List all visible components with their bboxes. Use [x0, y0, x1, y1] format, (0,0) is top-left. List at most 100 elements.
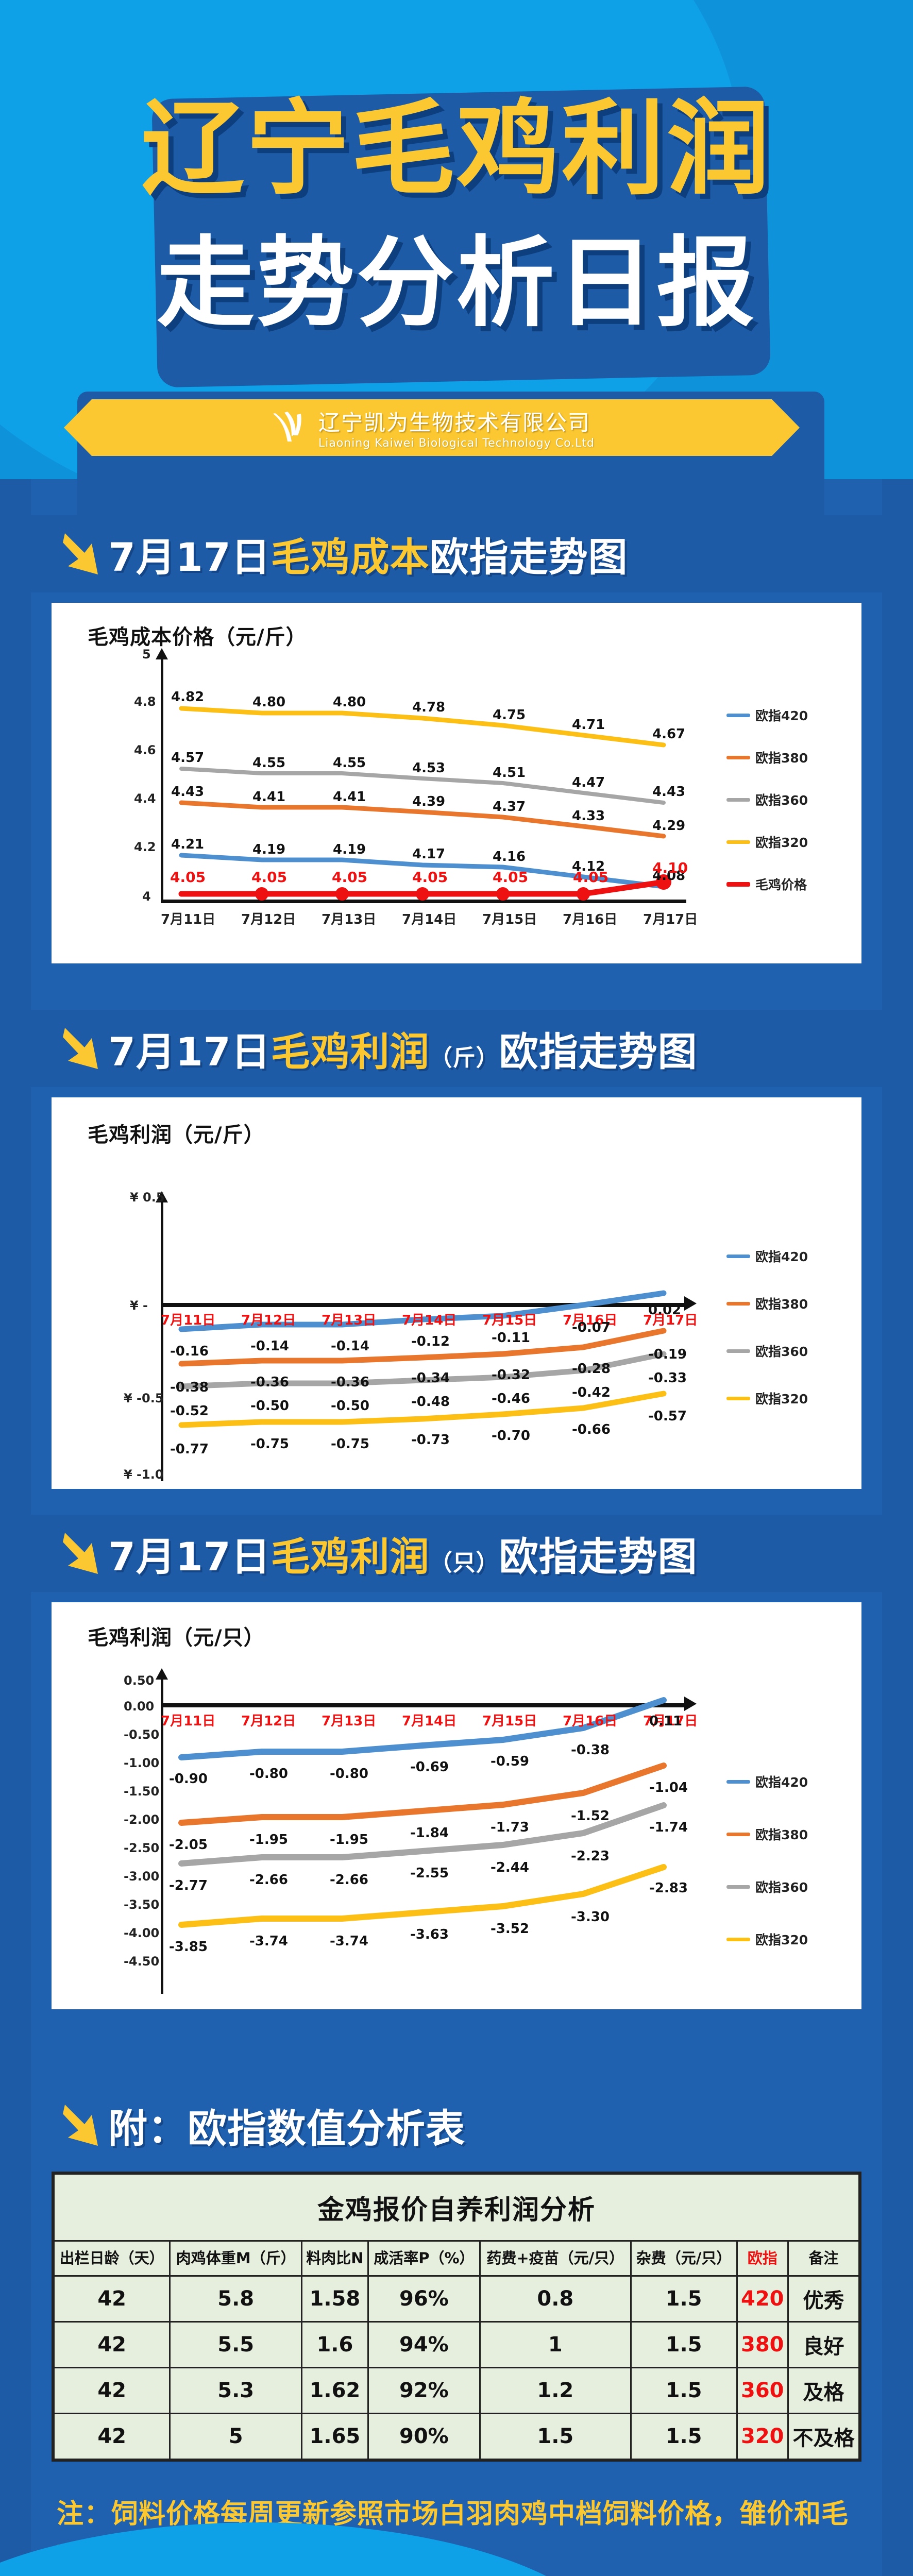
table-cell: 94%	[367, 2321, 481, 2369]
chart3-ytick-2: -0.50	[124, 1727, 160, 1742]
chart3-xtick-5: 7月16日	[563, 1714, 618, 1729]
table-cell: 1.5	[630, 2275, 738, 2323]
legend-item-ou320: 欧指320	[726, 1930, 808, 1948]
arrow-down-right-icon	[62, 2102, 102, 2149]
analysis-table: 金鸡报价自养利润分析 出栏日龄（天） 肉鸡体重M（斤） 料肉比N 成活率P（%）…	[53, 2173, 860, 2461]
table-cell-ouzhi: 420	[736, 2275, 789, 2323]
table-cell-remark: 优秀	[787, 2275, 860, 2323]
table-cell: 42	[53, 2413, 171, 2461]
table-cell-ouzhi: 380	[736, 2321, 789, 2369]
legend-label-ou380: 欧指380	[755, 1297, 808, 1312]
chart1-plot	[178, 706, 671, 901]
arrow-down-right-icon	[62, 1025, 102, 1072]
chart2-ytick-0: ¥ 0.5	[130, 1190, 165, 1205]
chart2-xtick-1: 7月12日	[241, 1313, 296, 1328]
chart2-xtick-5: 7月16日	[563, 1313, 618, 1328]
chart1-ytick-1: 4.8	[134, 694, 156, 709]
section-header-profit-jin: 7月17日毛鸡利润（斤）欧指走势图	[31, 1010, 882, 1087]
arrow-down-right-icon	[62, 530, 102, 578]
table-cell: 42	[53, 2321, 171, 2369]
chart1-x-axis	[161, 900, 686, 903]
table-cell: 1.5	[630, 2321, 738, 2369]
chart3-ytick-5: -2.00	[124, 1812, 160, 1827]
chart2-ytick-3: ¥ -1.0	[124, 1467, 164, 1482]
chart-title-profit-jin: 毛鸡利润（元/斤）	[88, 1123, 265, 1147]
legend-label-ou320: 欧指320	[755, 1933, 808, 1947]
page-title-line1: 辽宁毛鸡利润	[141, 89, 772, 209]
chart-title-cost: 毛鸡成本价格（元/斤）	[88, 625, 307, 649]
table-header-cell: 料肉比N	[301, 2240, 369, 2277]
legend-swatch-ou380	[726, 755, 750, 759]
table-cell: 42	[53, 2367, 171, 2415]
legend-swatch-ou360	[726, 1349, 750, 1353]
legend-item-ou320: 欧指320	[726, 1389, 808, 1408]
chart3-ytick-6: -2.50	[124, 1841, 160, 1855]
company-name-en: Liaoning Kaiwei Biological Technology Co…	[318, 437, 595, 450]
legend-swatch-ou380	[726, 1301, 750, 1306]
section-title-profit-zhi: 7月17日毛鸡利润（只）欧指走势图	[108, 1534, 698, 1580]
legend-item-price: 毛鸡价格	[726, 875, 808, 893]
legend-item-ou360: 欧指360	[726, 1342, 808, 1360]
table-header-cell: 药费+疫苗（元/只）	[479, 2240, 632, 2277]
table-header-row: 出栏日龄（天） 肉鸡体重M（斤） 料肉比N 成活率P（%） 药费+疫苗（元/只）…	[53, 2240, 860, 2277]
chart1-xtick-6: 7月17日	[643, 912, 698, 927]
legend-swatch-ou320	[726, 840, 750, 844]
table-cell: 1	[479, 2321, 632, 2369]
table-cell: 96%	[367, 2275, 481, 2323]
legend-item-ou380: 欧指380	[726, 748, 808, 767]
section-title-cost: 7月17日毛鸡成本欧指走势图	[108, 534, 628, 580]
legend-item-ou360: 欧指360	[726, 1877, 808, 1896]
chart3-ytick-4: -1.50	[124, 1784, 160, 1799]
table-cell: 90%	[367, 2413, 481, 2461]
legend-label-ou380: 欧指380	[755, 751, 808, 766]
section-header-cost: 7月17日毛鸡成本欧指走势图	[31, 515, 882, 592]
chart3-legend: 欧指420 欧指380 欧指360 欧指320	[726, 1772, 808, 1948]
legend-label-ou420: 欧指420	[755, 1775, 808, 1790]
table-row: 42 5.3 1.62 92% 1.2 1.5 360 及格	[53, 2367, 860, 2415]
chart-card-profit-jin: 毛鸡利润（元/斤） ¥ 0.5 ¥ - ¥ -0.5 ¥ -1.0 7月11日 …	[52, 1097, 861, 1489]
chart1-ytick-4: 4.2	[134, 840, 156, 854]
page-title-line2: 走势分析日报	[156, 226, 756, 340]
table-row: 42 5.8 1.58 96% 0.8 1.5 420 优秀	[53, 2275, 860, 2323]
chart1-ytick-5: 4	[142, 889, 151, 904]
legend-label-price: 毛鸡价格	[755, 877, 807, 892]
banner-notch-left	[64, 399, 92, 456]
hero-banner: 辽宁毛鸡利润 走势分析日报 辽宁凯为生物技术有限公司 Liaoning Kaiw…	[0, 0, 913, 541]
legend-item-ou380: 欧指380	[726, 1294, 808, 1313]
section-header-table: 附：欧指数值分析表	[31, 2087, 882, 2164]
chart3-y-arrow	[156, 1668, 168, 1680]
chart3-xtick-4: 7月15日	[482, 1714, 537, 1729]
legend-label-ou420: 欧指420	[755, 1249, 808, 1264]
table-row: 42 5.5 1.6 94% 1 1.5 380 良好	[53, 2321, 860, 2369]
table-cell: 1.65	[301, 2413, 369, 2461]
chart2-y-axis	[161, 1198, 163, 1481]
legend-swatch-ou380	[726, 1832, 750, 1836]
table-cell: 5.8	[169, 2275, 303, 2323]
table-cell: 1.2	[479, 2367, 632, 2415]
company-logo-icon	[269, 409, 307, 447]
legend-label-ou380: 欧指380	[755, 1827, 808, 1842]
chart3-ytick-3: -1.00	[124, 1756, 160, 1770]
chart3-ytick-7: -3.00	[124, 1869, 160, 1884]
chart1-xtick-3: 7月14日	[402, 912, 457, 927]
chart1-ytick-3: 4.4	[134, 791, 156, 806]
analysis-table-wrap: 金鸡报价自养利润分析 出栏日龄（天） 肉鸡体重M（斤） 料肉比N 成活率P（%）…	[52, 2172, 861, 2462]
table-cell: 1.5	[630, 2367, 738, 2415]
legend-swatch-ou420	[726, 1780, 750, 1784]
table-cell-remark: 不及格	[787, 2413, 860, 2461]
legend-label-ou320: 欧指320	[755, 1392, 808, 1406]
chart3-ytick-1: 0.00	[124, 1699, 155, 1714]
legend-swatch-ou420	[726, 713, 750, 717]
table-header-cell: 肉鸡体重M（斤）	[169, 2240, 303, 2277]
table-cell-remark: 及格	[787, 2367, 860, 2415]
legend-label-ou420: 欧指420	[755, 708, 808, 723]
chart3-ytick-8: -3.50	[124, 1897, 160, 1912]
chart1-xtick-2: 7月13日	[322, 912, 377, 927]
legend-label-ou320: 欧指320	[755, 835, 808, 850]
table-header-cell: 杂费（元/只）	[630, 2240, 738, 2277]
chart3-xtick-1: 7月12日	[241, 1714, 296, 1729]
table-cell: 1.58	[301, 2275, 369, 2323]
chart1-y-arrow	[156, 648, 168, 659]
table-title: 金鸡报价自养利润分析	[53, 2173, 860, 2242]
table-row: 42 5 1.65 90% 1.5 1.5 320 不及格	[53, 2413, 860, 2461]
